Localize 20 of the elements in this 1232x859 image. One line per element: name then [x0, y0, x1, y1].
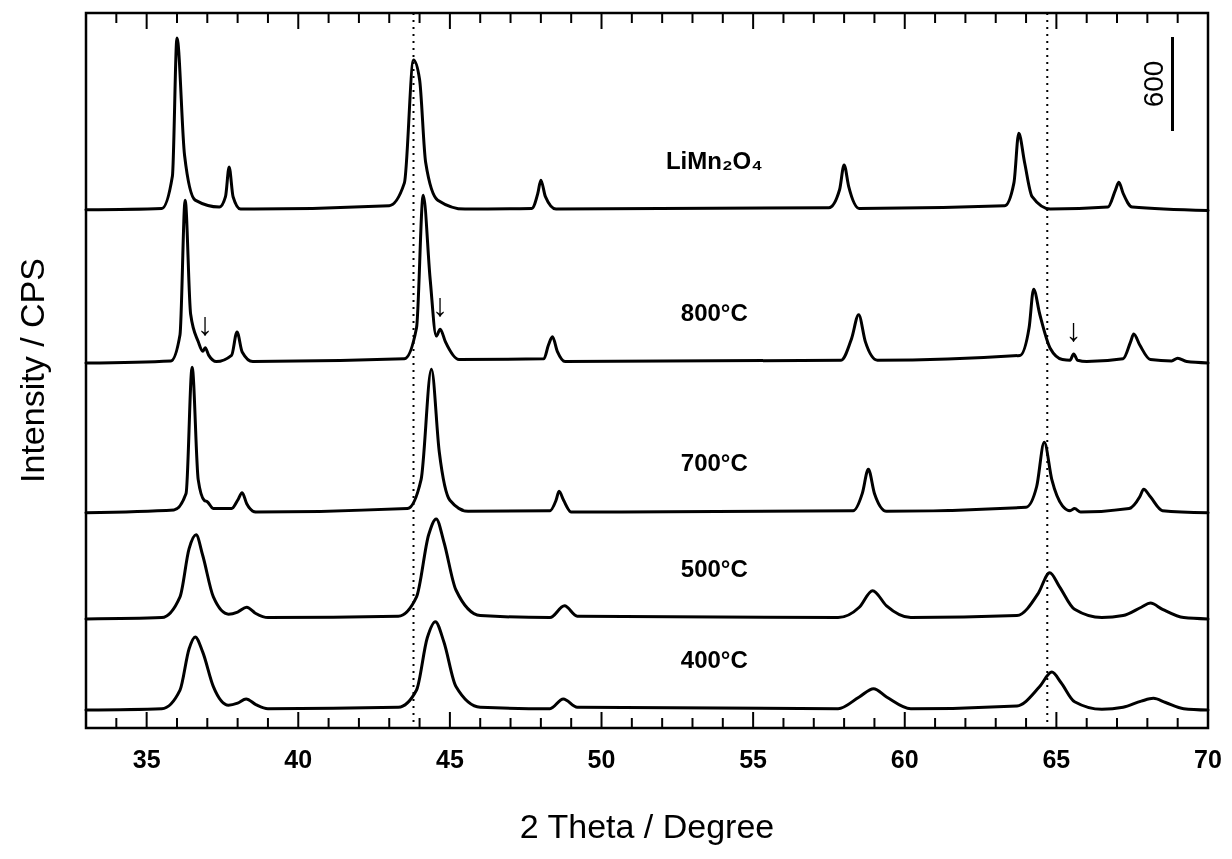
scale-ruler: 600 — [1138, 37, 1174, 131]
y-axis-title: Intensity / CPS — [13, 258, 51, 483]
x-tick-label: 65 — [1042, 745, 1071, 773]
annotation: 600 — [1138, 60, 1169, 108]
series-label: 400°C — [680, 646, 748, 674]
x-tick-label: 70 — [1194, 745, 1222, 773]
x-tick-label: 50 — [587, 745, 616, 773]
series-label: 800°C — [680, 299, 748, 327]
x-tick-label: 45 — [435, 745, 464, 773]
x-tick-label: 55 — [739, 745, 768, 773]
x-tick-label: 40 — [284, 745, 313, 773]
x-axis-title: 2 Theta / Degree — [519, 807, 775, 845]
series-label: 700°C — [680, 449, 748, 477]
annotation: ↓ — [1065, 312, 1082, 349]
series-label: 500°C — [680, 555, 748, 583]
series-label: LiMn₂O₄ — [665, 146, 763, 174]
annotation: ↓ — [197, 305, 214, 342]
x-tick-label: 35 — [132, 745, 161, 773]
annotation: ↓ — [432, 287, 449, 324]
x-tick-label: 60 — [890, 745, 919, 773]
